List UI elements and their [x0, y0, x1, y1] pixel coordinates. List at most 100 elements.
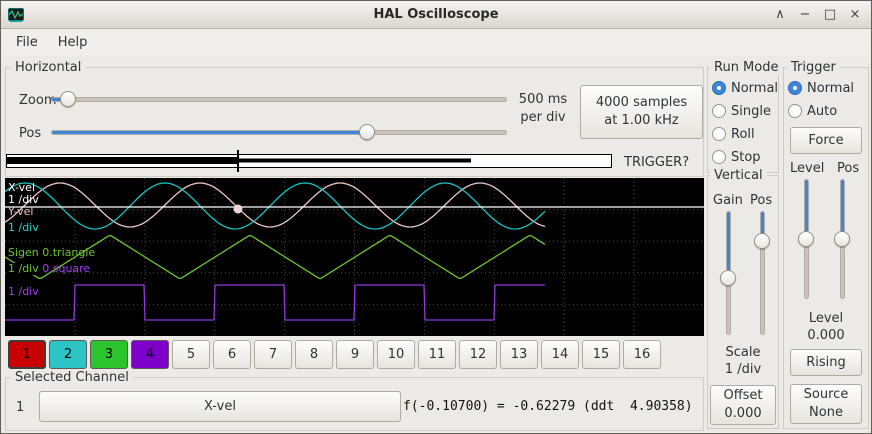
vertical-pos-label: Pos: [750, 193, 773, 208]
app-icon: [8, 8, 24, 22]
vertical-pos-slider-trough: [760, 211, 765, 335]
channel-button-5[interactable]: 5: [172, 340, 210, 369]
channel-selector-row: 1 2 3 4 5 6 7 8 9 10 11 12 13 14 15 16: [8, 340, 661, 369]
trigger-level-readout-value: 0.000: [807, 328, 845, 343]
trigger-pos-label: Pos: [837, 161, 860, 176]
run-mode-frame-label: Run Mode: [710, 60, 783, 75]
trigger-edge-button[interactable]: Rising: [790, 349, 862, 376]
trigger-point-marker: [233, 204, 243, 214]
run-mode-option-stop[interactable]: Stop: [712, 149, 778, 165]
scope-label-7: 1 /div: [8, 285, 39, 298]
trigger-level-slider-handle[interactable]: [798, 231, 814, 247]
channel-button-3[interactable]: 3: [90, 340, 128, 369]
close-button[interactable]: ×: [849, 7, 861, 22]
window-controls: ∧ − □ ×: [770, 1, 865, 28]
channel-button-1[interactable]: 1: [8, 340, 46, 369]
channel-button-6[interactable]: 6: [213, 340, 251, 369]
trigger-mode-options: Normal Auto: [788, 80, 854, 119]
zoom-label: Zoom: [19, 93, 57, 108]
waveform-plot: [4, 178, 704, 336]
menu-help[interactable]: Help: [57, 34, 88, 50]
menu-file[interactable]: File: [16, 34, 38, 50]
scope-label-3: 1 /div: [8, 221, 39, 234]
horizontal-frame-label: Horizontal: [11, 60, 86, 75]
run-mode-options: Normal Single Roll Stop: [712, 80, 778, 165]
channel-button-16[interactable]: 16: [623, 340, 661, 369]
trigger-pos-slider[interactable]: [834, 179, 851, 299]
scope-label-4: Sigen 0.triangle: [8, 246, 96, 259]
scale-value: 1 /div: [724, 362, 762, 377]
vertical-pos-slider-handle[interactable]: [754, 232, 770, 249]
trigger-mode-option-auto[interactable]: Auto: [788, 103, 854, 119]
force-button[interactable]: Force: [790, 127, 862, 154]
zoom-slider-trough: [51, 97, 507, 102]
horizontal-frame: [5, 67, 704, 177]
radio-label: Single: [731, 103, 771, 119]
trigger-pos-slider-handle[interactable]: [834, 231, 850, 247]
time-per-div: 500 ms per div: [513, 91, 573, 127]
samples-button-line2: at 1.00 kHz: [604, 113, 679, 128]
channel-button-4[interactable]: 4: [131, 340, 169, 369]
radio-icon: [788, 104, 802, 118]
horizontal-pos-slider-trough: [51, 130, 507, 135]
selected-channel-frame: [5, 377, 704, 431]
samples-button-line1: 4000 samples: [595, 95, 688, 110]
run-mode-option-roll[interactable]: Roll: [712, 126, 778, 142]
gain-label: Gain: [713, 193, 743, 208]
run-mode-option-single[interactable]: Single: [712, 103, 778, 119]
minimize-button[interactable]: −: [799, 7, 811, 22]
channel-button-15[interactable]: 15: [582, 340, 620, 369]
shade-button[interactable]: ∧: [775, 7, 785, 22]
samples-button[interactable]: 4000 samples at 1.00 kHz: [580, 85, 703, 139]
scope-label-2: Y-vel: [8, 205, 34, 218]
vertical-frame-label: Vertical: [710, 168, 767, 183]
offset-button[interactable]: Offset 0.000: [710, 385, 776, 425]
channel-button-11[interactable]: 11: [418, 340, 456, 369]
square-trace: [5, 284, 545, 321]
channel-button-12[interactable]: 12: [459, 340, 497, 369]
zoom-slider[interactable]: [51, 90, 507, 109]
pos-label: Pos: [19, 126, 42, 141]
scope-label-6: 1 /div: [8, 263, 43, 275]
horizontal-pos-slider-handle[interactable]: [359, 124, 375, 140]
record-position-bar: [6, 150, 612, 172]
scope-label-0: X-vel: [8, 181, 35, 194]
radio-icon: [712, 127, 726, 141]
trigger-source-button[interactable]: Source None: [790, 384, 862, 424]
x-vel-trace: [4, 182, 546, 228]
channel-name-button[interactable]: X-vel: [39, 391, 401, 422]
trigger-status-label: TRIGGER?: [624, 155, 690, 170]
selected-channel-frame-label: Selected Channel: [11, 370, 133, 385]
trigger-mode-option-normal[interactable]: Normal: [788, 80, 854, 96]
channel-button-2[interactable]: 2: [49, 340, 87, 369]
run-mode-option-normal[interactable]: Normal: [712, 80, 778, 96]
radio-icon: [712, 150, 726, 164]
trigger-level-label: Level: [790, 161, 825, 176]
radio-label: Auto: [807, 103, 838, 119]
channel-value-readout: f(-0.10700) = -0.62279 (ddt 4.90358): [403, 399, 693, 414]
scope-label-1: 1 /div: [8, 193, 39, 206]
gain-slider-handle[interactable]: [720, 270, 736, 287]
zoom-slider-handle[interactable]: [59, 91, 76, 107]
vertical-pos-slider[interactable]: [754, 211, 771, 335]
gain-slider[interactable]: [720, 211, 737, 335]
radio-icon: [712, 104, 726, 118]
channel-button-13[interactable]: 13: [500, 340, 538, 369]
maximize-button[interactable]: □: [823, 7, 837, 22]
trigger-level-slider[interactable]: [798, 179, 815, 299]
selected-channel-number: 1: [16, 400, 25, 415]
channel-button-9[interactable]: 9: [336, 340, 374, 369]
time-per-div-unit: per div: [520, 110, 566, 125]
channel-button-10[interactable]: 10: [377, 340, 415, 369]
channel-button-8[interactable]: 8: [295, 340, 333, 369]
y-vel-trace: [4, 182, 546, 230]
radio-label: Normal: [807, 80, 855, 96]
trigger-source-button-line1: Source: [803, 387, 849, 402]
menubar: File Help: [1, 29, 871, 55]
channel-button-14[interactable]: 14: [541, 340, 579, 369]
window-title: HAL Oscilloscope: [373, 7, 499, 22]
radio-label: Normal: [731, 80, 779, 96]
channel-button-7[interactable]: 7: [254, 340, 292, 369]
horizontal-pos-slider[interactable]: [51, 123, 507, 142]
